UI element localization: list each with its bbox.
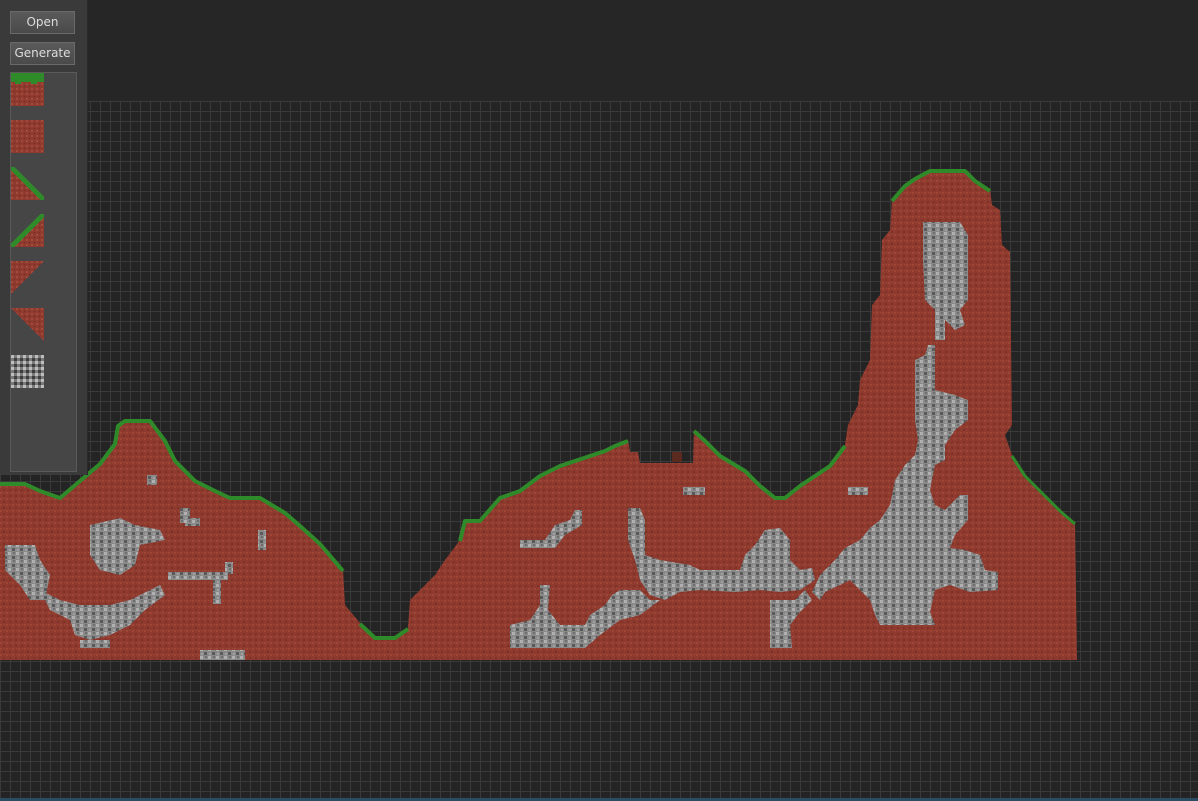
tool-sidebar: Open Generate (0, 0, 88, 475)
stone-caves (5, 222, 998, 660)
grass-slope-right-tile-icon[interactable] (11, 214, 44, 247)
tile-palette (10, 72, 77, 472)
grass-edge-right (692, 429, 847, 500)
grass-edge (0, 419, 345, 573)
dirt-slope-right-tile-icon[interactable] (11, 308, 44, 341)
top-band (0, 0, 1198, 101)
grass-edge-peak (890, 169, 992, 203)
status-strip (0, 798, 1198, 801)
grass-edge-valley (358, 622, 410, 640)
open-button[interactable]: Open (10, 11, 75, 34)
dirt-tile-icon[interactable] (11, 120, 44, 153)
generate-button[interactable]: Generate (10, 42, 75, 65)
grass-slope-left-tile-icon[interactable] (11, 167, 44, 200)
grass-top-tile-icon[interactable] (11, 73, 44, 106)
stone-tile-icon[interactable] (11, 355, 44, 388)
dirt-terrain (0, 170, 1077, 660)
dark-tile (672, 452, 682, 462)
grass-edge-far-right (1010, 455, 1076, 526)
dirt-slope-left-tile-icon[interactable] (11, 261, 44, 294)
grass-edge-middle (458, 439, 629, 542)
